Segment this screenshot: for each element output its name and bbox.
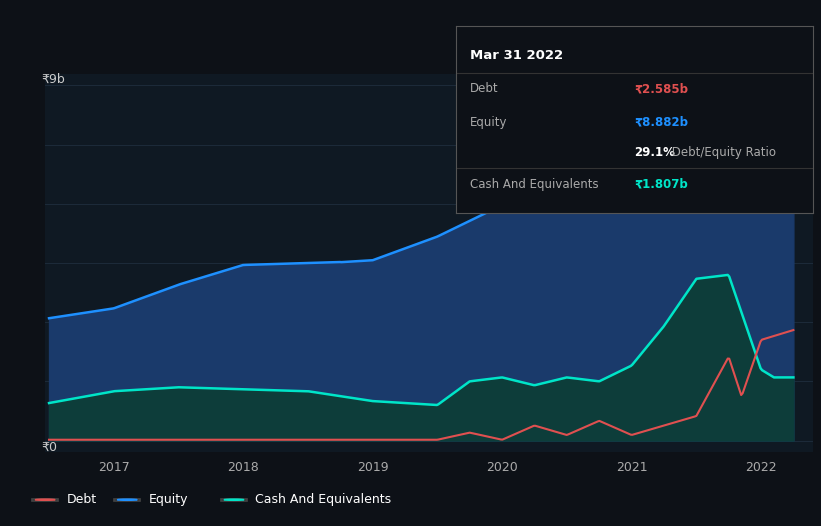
Bar [114, 499, 140, 501]
Text: Cash And Equivalents: Cash And Equivalents [255, 493, 392, 506]
Text: Equity: Equity [149, 493, 188, 506]
Text: ₹8.882b: ₹8.882b [635, 116, 688, 129]
Text: Debt/Equity Ratio: Debt/Equity Ratio [668, 146, 776, 159]
Text: Debt: Debt [470, 83, 498, 95]
Text: ₹2.585b: ₹2.585b [635, 83, 688, 95]
Text: Cash And Equivalents: Cash And Equivalents [470, 178, 599, 190]
Text: 29.1%: 29.1% [635, 146, 675, 159]
Circle shape [224, 499, 244, 500]
Text: ₹1.807b: ₹1.807b [635, 178, 688, 190]
Bar [221, 499, 247, 501]
Text: ₹9b: ₹9b [41, 73, 65, 86]
Text: Equity: Equity [470, 116, 507, 129]
Circle shape [35, 499, 55, 500]
Bar [32, 499, 58, 501]
Text: ₹0: ₹0 [41, 441, 57, 453]
Text: Debt: Debt [67, 493, 97, 506]
Circle shape [117, 499, 137, 500]
Text: Mar 31 2022: Mar 31 2022 [470, 49, 563, 62]
